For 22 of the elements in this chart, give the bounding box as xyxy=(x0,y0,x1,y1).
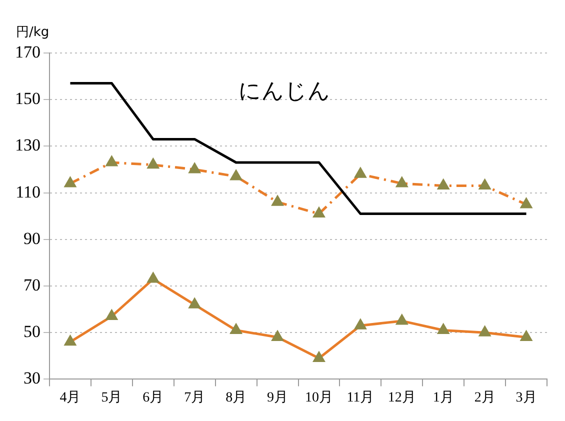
y-tick-label: 170 xyxy=(15,42,40,62)
y-tick-label: 70 xyxy=(24,275,40,294)
x-tick-label: 1月 xyxy=(432,390,454,406)
annotation: にんじん xyxy=(238,78,331,104)
x-tick-label: 7月 xyxy=(184,390,206,406)
y-tick-label: 130 xyxy=(15,136,40,155)
x-tick-label: 2月 xyxy=(474,390,496,406)
x-tick-label: 12月 xyxy=(388,390,416,406)
x-tick-label: 4月 xyxy=(60,390,81,406)
y-axis-title: 円/kg xyxy=(16,24,50,40)
x-tick-label: 9月 xyxy=(267,390,288,406)
x-tick-label: 8月 xyxy=(226,390,247,406)
x-tick-label: 6月 xyxy=(142,390,164,406)
x-tick-label: 10月 xyxy=(304,390,333,406)
y-tick-label: 50 xyxy=(24,322,40,342)
x-tick-label: 11月 xyxy=(346,390,374,406)
y-tick-label: 30 xyxy=(24,368,40,388)
y-tick-label: 150 xyxy=(15,89,40,108)
x-tick-label: 3月 xyxy=(516,390,537,406)
y-tick-label: 90 xyxy=(24,228,40,248)
x-tick-label: 5月 xyxy=(101,390,122,406)
y-tick-label: 110 xyxy=(16,182,40,202)
